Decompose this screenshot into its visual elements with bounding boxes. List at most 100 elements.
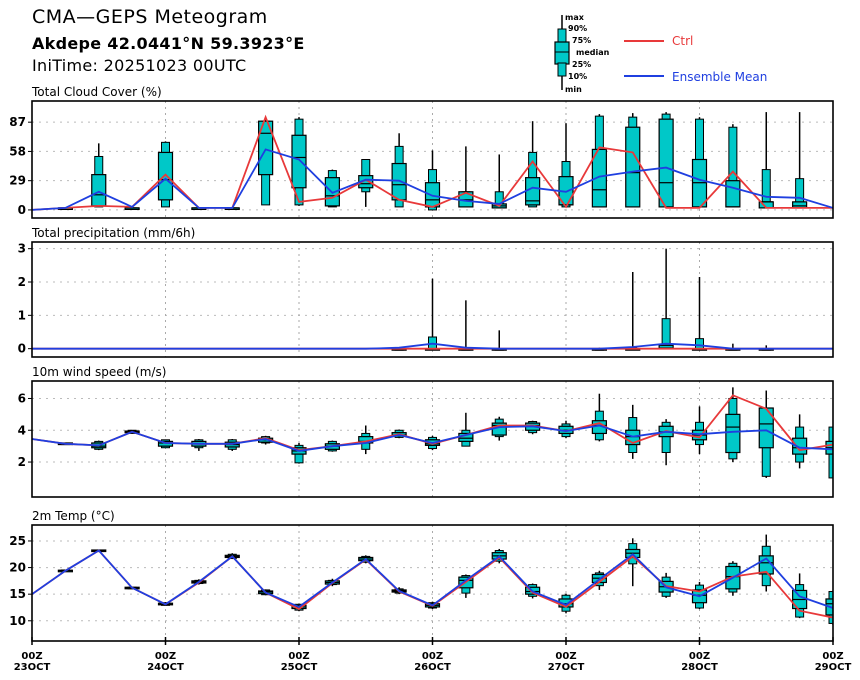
xtick-time: 00Z <box>555 651 576 662</box>
xtick-date: 23OCT <box>14 662 51 673</box>
xtick-date: 29OCT <box>815 662 852 673</box>
box-12 <box>424 150 441 211</box>
ytick-label: 20 <box>9 561 26 575</box>
xtick-time: 00Z <box>21 651 42 662</box>
box-14 <box>491 330 507 351</box>
station-location: Akdepe 42.0441°N 59.3923°E <box>32 34 305 53</box>
precipitation-plot-area <box>32 248 833 351</box>
temperature-panel: 2m Temp (°C) 10 15 20 25 <box>9 509 834 642</box>
mean-line <box>32 148 833 211</box>
box-19 <box>658 112 674 208</box>
mean-line <box>32 424 833 452</box>
legend-p25: 25% <box>572 60 591 69</box>
ctrl-line <box>32 114 833 211</box>
xtick-date: 24OCT <box>147 662 184 673</box>
ytick-label: 87 <box>9 115 26 129</box>
box-15 <box>525 121 541 208</box>
box-13 <box>458 300 474 351</box>
box-23 <box>792 112 808 209</box>
xtick-time: 00Z <box>822 651 843 662</box>
box-17 <box>591 393 607 442</box>
precipitation-frame <box>31 241 834 358</box>
xtick-time: 00Z <box>422 651 443 662</box>
temperature-title: 2m Temp (°C) <box>32 509 115 523</box>
init-time: IniTime: 20251023 00UTC <box>32 56 247 75</box>
box-p25-p75 <box>258 120 274 176</box>
box-24 <box>825 426 833 479</box>
ytick-label: 29 <box>9 174 26 188</box>
xtick-time: 00Z <box>155 651 176 662</box>
precipitation-title: Total precipitation (mm/6h) <box>31 226 195 240</box>
ytick-label: 2 <box>18 455 26 469</box>
box-5 <box>191 439 207 451</box>
temperature-frame <box>31 524 834 642</box>
mean-line <box>32 549 833 609</box>
ytick-label: 4 <box>18 423 26 437</box>
ytick-label: 25 <box>9 534 26 548</box>
box-p25-p75 <box>725 180 741 208</box>
box-12 <box>424 278 441 351</box>
cloud-cover-frame <box>31 100 834 219</box>
box-p25-p75 <box>157 151 174 201</box>
box-18 <box>625 404 641 459</box>
legend-p10: 10% <box>568 72 587 81</box>
box-p25-p75 <box>424 182 441 208</box>
box-p25-p75 <box>625 126 641 208</box>
box-21 <box>725 387 741 463</box>
xtick-time: 00Z <box>689 651 710 662</box>
box-7 <box>258 119 274 206</box>
box-p25-p75 <box>725 413 741 454</box>
ytick-label: 6 <box>18 391 26 405</box>
ytick-label: 15 <box>9 587 26 601</box>
box-p25-p75 <box>658 118 674 208</box>
box-19 <box>658 248 674 350</box>
wind-speed-plot-area <box>32 387 833 479</box>
wind-speed-panel: 10m wind speed (m/s) 2 4 6 <box>18 365 834 498</box>
box-18 <box>625 113 641 208</box>
box-3 <box>124 207 140 211</box>
ytick-label: 2 <box>18 275 26 289</box>
box-p25-p75 <box>291 134 307 189</box>
box-18 <box>625 272 641 351</box>
box-6 <box>224 439 240 451</box>
box-22 <box>758 112 774 209</box>
temperature-plot-area <box>32 534 833 626</box>
legend-p75: 75% <box>572 36 591 45</box>
legend-mean-label: Ensemble Mean <box>672 70 767 84</box>
meteogram-title: CMA—GEPS Meteogram <box>32 6 268 28</box>
cloud-cover-panel: Total Cloud Cover (%) 0 29 58 87 <box>9 85 834 219</box>
legend-min: min <box>565 85 582 94</box>
xtick-date: 25OCT <box>281 662 318 673</box>
ytick-label: 1 <box>18 308 26 322</box>
ytick-label: 3 <box>18 242 26 256</box>
box-8 <box>291 442 307 464</box>
legend-p90: 90% <box>568 24 587 33</box>
box-20 <box>691 117 708 208</box>
wind-speed-title: 10m wind speed (m/s) <box>32 365 166 379</box>
box-18 <box>625 538 641 587</box>
wind-speed-frame <box>31 380 834 498</box>
xtick-time: 00Z <box>288 651 309 662</box>
cloud-cover-title: Total Cloud Cover (%) <box>31 85 162 99</box>
box-17 <box>591 114 607 208</box>
box-2 <box>91 143 107 208</box>
box-8 <box>291 117 307 206</box>
legend-median: median <box>576 48 610 57</box>
legend: max 90% 75% median 25% 10% min Ctrl Ense… <box>554 13 767 94</box>
box-23 <box>792 414 808 469</box>
precipitation-panel: Total precipitation (mm/6h) 0 1 2 3 <box>18 226 834 358</box>
legend-max: max <box>565 13 585 22</box>
box-23 <box>792 573 808 619</box>
box-16 <box>558 123 574 208</box>
legend-ctrl-label: Ctrl <box>672 34 693 48</box>
box-21 <box>725 124 741 208</box>
xtick-date: 27OCT <box>548 662 585 673</box>
box-13 <box>458 412 474 447</box>
box-22 <box>758 390 774 478</box>
ytick-label: 58 <box>9 144 26 158</box>
mean-line <box>32 342 833 350</box>
xtick-date: 28OCT <box>681 662 718 673</box>
ytick-label: 0 <box>18 342 26 356</box>
ytick-label: 10 <box>9 614 26 628</box>
